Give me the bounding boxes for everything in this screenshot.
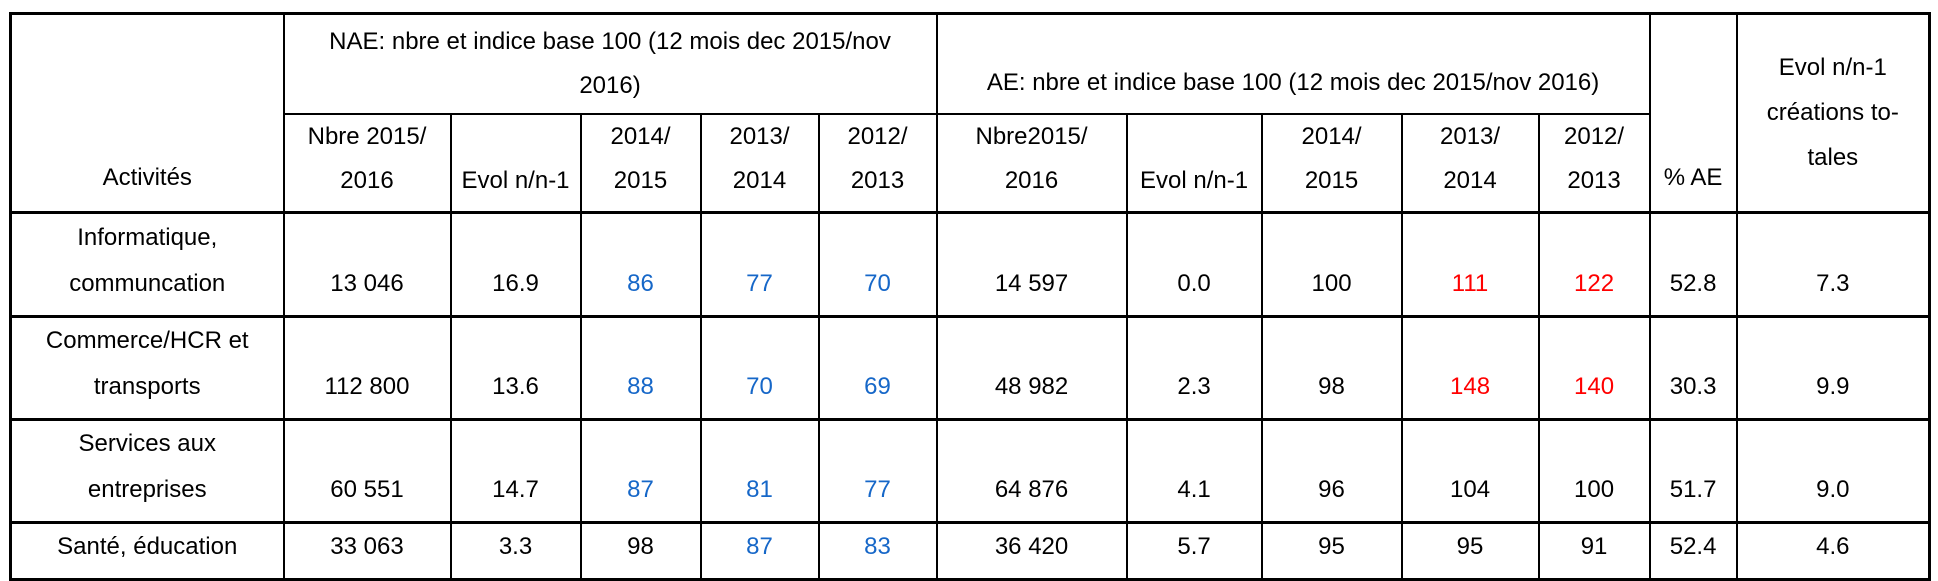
value-cell: 0.0 — [1125, 210, 1263, 318]
col-header-nae-2012-2013: 2012/ 2013 — [817, 112, 938, 213]
value-cell: 14.7 — [449, 417, 582, 524]
value-cell: 100 — [1260, 210, 1403, 318]
value-cell: 52.8 — [1648, 210, 1738, 318]
value-cell: 69 — [817, 314, 938, 421]
value-cell: 13.6 — [449, 314, 582, 421]
table-header: Activités NAE: nbre et indice base 100 (… — [9, 12, 1931, 213]
col-header-nae-evol: Evol n/n-1 — [449, 112, 582, 213]
col-header-activities: Activités — [9, 12, 285, 213]
col-header-nae-2014-2015: 2014/ 2015 — [579, 112, 702, 213]
col-header-ae-nbre: Nbre2015/ 2016 — [935, 112, 1128, 213]
value-cell: 122 — [1537, 210, 1651, 318]
statistics-table: Activités NAE: nbre et indice base 100 (… — [9, 12, 1932, 581]
activity-cell: Informatique, communcation — [9, 210, 285, 318]
value-cell: 5.7 — [1125, 520, 1263, 581]
value-cell: 95 — [1260, 520, 1403, 581]
table-row: Santé, éducation 33 063 3.3 98 87 83 36 420 5.7… — [9, 520, 1931, 581]
value-cell: 70 — [817, 210, 938, 318]
value-cell: 86 — [579, 210, 702, 318]
value-cell: 2.3 — [1125, 314, 1263, 421]
value-cell: 91 — [1537, 520, 1651, 581]
col-header-pct-ae: % AE — [1648, 12, 1738, 213]
value-cell: 148 — [1400, 314, 1540, 421]
value-cell: 96 — [1260, 417, 1403, 524]
value-cell: 30.3 — [1648, 314, 1738, 421]
table-row: Commerce/HCR et transports 112 800 13.6 88 7… — [9, 314, 1931, 421]
table-body: Informatique, communcation 13 046 16.9 86 77… — [9, 210, 1931, 581]
value-cell: 48 982 — [935, 314, 1128, 421]
value-cell: 64 876 — [935, 417, 1128, 524]
value-cell: 9.0 — [1735, 417, 1931, 524]
col-header-ae-2014-2015: 2014/ 2015 — [1260, 112, 1403, 213]
value-cell: 3.3 — [449, 520, 582, 581]
value-cell: 14 597 — [935, 210, 1128, 318]
col-header-ae-2012-2013: 2012/ 2013 — [1537, 112, 1651, 213]
value-cell: 36 420 — [935, 520, 1128, 581]
value-cell: 51.7 — [1648, 417, 1738, 524]
value-cell: 4.6 — [1735, 520, 1931, 581]
col-header-ae-2013-2014: 2013/ 2014 — [1400, 112, 1540, 213]
value-cell: 81 — [699, 417, 820, 524]
value-cell: 4.1 — [1125, 417, 1263, 524]
value-cell: 98 — [579, 520, 702, 581]
value-cell: 87 — [579, 417, 702, 524]
value-cell: 7.3 — [1735, 210, 1931, 318]
activity-cell: Commerce/HCR et transports — [9, 314, 285, 421]
value-cell: 60 551 — [282, 417, 452, 524]
value-cell: 140 — [1537, 314, 1651, 421]
col-header-nae-nbre: Nbre 2015/ 2016 — [282, 112, 452, 213]
value-cell: 95 — [1400, 520, 1540, 581]
value-cell: 83 — [817, 520, 938, 581]
value-cell: 111 — [1400, 210, 1540, 318]
value-cell: 112 800 — [282, 314, 452, 421]
value-cell: 33 063 — [282, 520, 452, 581]
sub-header-row: Nbre 2015/ 2016 Evol n/n-1 2014/ 2015 20… — [11, 112, 1930, 213]
value-cell: 52.4 — [1648, 520, 1738, 581]
value-cell: 100 — [1537, 417, 1651, 524]
value-cell: 88 — [579, 314, 702, 421]
table-row: Informatique, communcation 13 046 16.9 86 77… — [9, 210, 1931, 318]
activity-cell: Santé, éducation — [9, 520, 285, 581]
value-cell: 16.9 — [449, 210, 582, 318]
value-cell: 70 — [699, 314, 820, 421]
group-header-nae: NAE: nbre et indice base 100 (12 mois de… — [282, 12, 938, 115]
col-header-nae-2013-2014: 2013/ 2014 — [699, 112, 820, 213]
value-cell: 87 — [699, 520, 820, 581]
activity-cell: Services aux entreprises — [9, 417, 285, 524]
value-cell: 98 — [1260, 314, 1403, 421]
group-header-ae: AE: nbre et indice base 100 (12 mois dec… — [935, 12, 1651, 115]
group-header-row: Activités NAE: nbre et indice base 100 (… — [9, 12, 1931, 213]
value-cell: 104 — [1400, 417, 1540, 524]
value-cell: 77 — [817, 417, 938, 524]
value-cell: 77 — [699, 210, 820, 318]
value-cell: 9.9 — [1735, 314, 1931, 421]
value-cell: 13 046 — [282, 210, 452, 318]
col-header-ae-evol: Evol n/n-1 — [1125, 112, 1263, 213]
table-row: Services aux entreprises 60 551 14.7 87 81 77… — [9, 417, 1931, 524]
col-header-evol-creations-totales: Evol n/n-1 créations to- tales — [1735, 12, 1931, 213]
